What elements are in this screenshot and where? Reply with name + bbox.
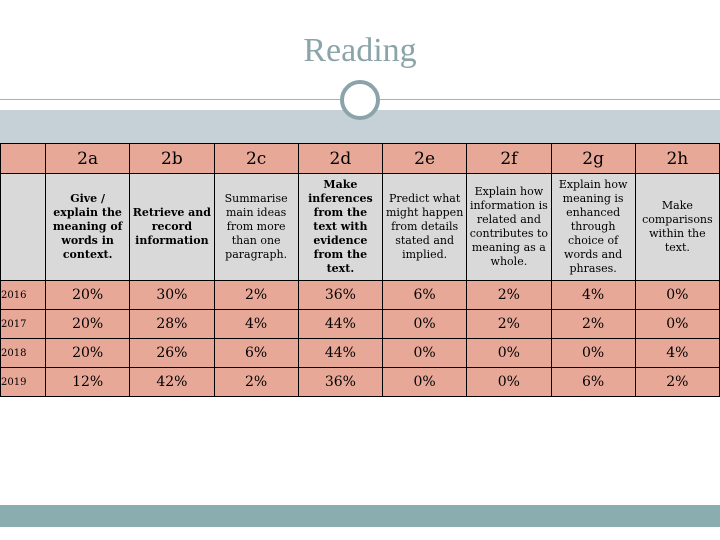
header-cell: 2f [466, 143, 552, 174]
reading-table: 2a 2b 2c 2d 2e 2f 2g 2h Give / explain the meani… [0, 143, 720, 397]
value-cell: 2% [213, 280, 299, 310]
value-cell: 44% [297, 309, 384, 339]
description-cell: Predict what might happen from details s… [381, 173, 468, 281]
value-cell: 20% [44, 338, 131, 368]
value-cell: 20% [44, 309, 131, 339]
value-cell: 2% [550, 309, 636, 339]
value-cell: 26% [129, 338, 215, 368]
value-cell: 0% [381, 338, 468, 368]
value-cell: 0% [381, 309, 468, 339]
description-cell: Make comparisons within the text. [634, 173, 720, 281]
value-cell: 4% [550, 280, 636, 310]
value-cell: 36% [297, 280, 384, 310]
value-cell: 2% [466, 309, 552, 339]
value-cell: 4% [634, 338, 720, 368]
footer-band [0, 505, 720, 527]
value-cell: 2% [213, 367, 299, 397]
header-cell: 2h [634, 143, 720, 174]
header-cell: 2e [381, 143, 468, 174]
value-cell: 44% [297, 338, 384, 368]
value-cell: 0% [634, 280, 720, 310]
data-row: 2019 12% 42% 2% 36% 0% 0% 6% 2% [0, 367, 720, 397]
header-row: 2a 2b 2c 2d 2e 2f 2g 2h [0, 143, 720, 174]
year-cell: 2017 [0, 309, 46, 339]
value-cell: 0% [466, 338, 552, 368]
description-row: Give / explain the meaning of words in c… [0, 173, 720, 281]
value-cell: 28% [129, 309, 215, 339]
year-cell: 2019 [0, 367, 46, 397]
description-cell: Make inferences from the text with evide… [297, 173, 384, 281]
corner-cell [0, 173, 46, 281]
corner-cell [0, 143, 46, 174]
value-cell: 6% [381, 280, 468, 310]
value-cell: 20% [44, 280, 131, 310]
value-cell: 0% [466, 367, 552, 397]
value-cell: 2% [466, 280, 552, 310]
year-cell: 2018 [0, 338, 46, 368]
header-cell: 2a [44, 143, 131, 174]
data-row: 2016 20% 30% 2% 36% 6% 2% 4% 0% [0, 280, 720, 310]
value-cell: 0% [634, 309, 720, 339]
description-cell: Retrieve and record information [129, 173, 215, 281]
header-cell: 2d [297, 143, 384, 174]
value-cell: 36% [297, 367, 384, 397]
description-cell: Summarise main ideas from more than one … [213, 173, 299, 281]
value-cell: 12% [44, 367, 131, 397]
year-cell: 2016 [0, 280, 46, 310]
header-cell: 2c [213, 143, 299, 174]
slide-title: Reading [303, 32, 417, 69]
ring-ornament [340, 80, 380, 120]
data-row: 2018 20% 26% 6% 44% 0% 0% 0% 4% [0, 338, 720, 368]
value-cell: 30% [129, 280, 215, 310]
value-cell: 0% [550, 338, 636, 368]
description-cell: Give / explain the meaning of words in c… [44, 173, 131, 281]
description-cell: Explain how meaning is enhanced through … [550, 173, 636, 281]
value-cell: 0% [381, 367, 468, 397]
value-cell: 42% [129, 367, 215, 397]
data-row: 2017 20% 28% 4% 44% 0% 2% 2% 0% [0, 309, 720, 339]
value-cell: 6% [550, 367, 636, 397]
value-cell: 4% [213, 309, 299, 339]
value-cell: 2% [634, 367, 720, 397]
header-cell: 2b [129, 143, 215, 174]
value-cell: 6% [213, 338, 299, 368]
description-cell: Explain how information is related and c… [466, 173, 552, 281]
header-cell: 2g [550, 143, 636, 174]
